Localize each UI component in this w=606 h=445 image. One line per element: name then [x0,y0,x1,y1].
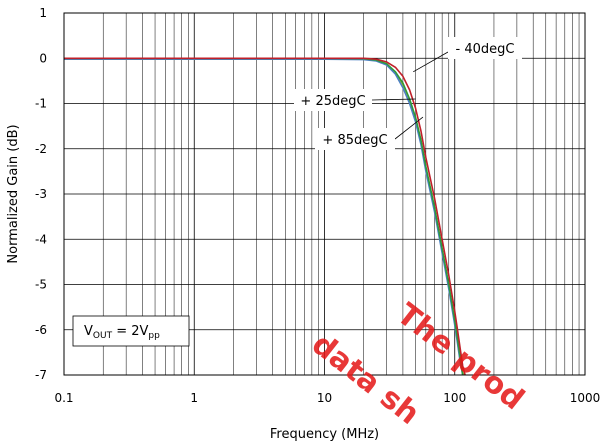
y-tick-label: -4 [35,232,47,246]
condition-box-frame [72,315,190,347]
y-tick-label: -2 [35,142,47,156]
plot-frame [63,12,586,376]
condition-middle: = 2V [112,324,148,339]
condition-sub-pp: pp [148,331,160,341]
annotation-label-bg [315,128,395,150]
x-tick-label: 100 [443,391,466,405]
condition-label: VOUT = 2Vpp [84,324,160,341]
condition-prefix: V [84,324,93,339]
y-tick-labels: 1 0 -1 -2 -3 -4 -5 -6 -7 [35,6,47,382]
condition-box: VOUT = 2Vpp [72,315,190,347]
annotation-label: - 40degC [456,42,515,57]
series-line-0 [64,57,466,376]
x-tick-label: 10 [317,391,332,405]
annotation-leader [413,51,449,73]
y-axis-label: Normalized Gain (dB) [6,124,21,263]
y-tick-label: 1 [39,6,47,20]
y-tick-label: -3 [35,187,47,201]
series-layer [64,57,466,376]
annotation-leader [394,116,424,140]
annotation-label-bg [294,89,372,111]
condition-sub-out: OUT [93,331,113,341]
x-axis-label: Frequency (MHz) [270,427,379,442]
x-tick-labels: 0.1 1 10 100 1000 [54,391,600,405]
annotation-label: + 25degC [300,94,365,109]
y-tick-label: -7 [35,368,47,382]
y-tick-label: 0 [39,51,47,65]
annotation-label-bg [448,37,522,59]
y-tick-label: -1 [35,97,47,111]
x-tick-label: 0.1 [54,391,73,405]
annotation-leader [371,98,416,101]
y-tick-label: -5 [35,278,47,292]
y-tick-label: -6 [35,323,47,337]
x-tick-label: 1 [190,391,198,405]
annotation-label: + 85degC [322,133,387,148]
annotation-layer: - 40degC + 25degC + 85degC [294,37,522,150]
x-tick-label: 1000 [570,391,601,405]
